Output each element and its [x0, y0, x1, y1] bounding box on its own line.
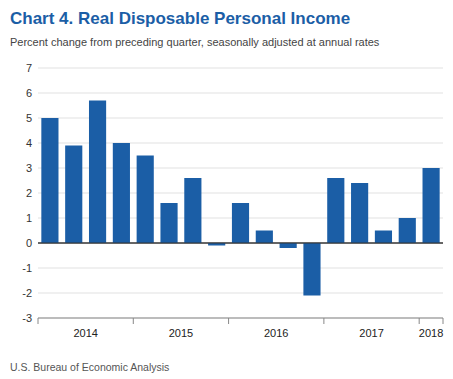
bar [375, 231, 392, 244]
y-tick-label: 4 [26, 137, 32, 149]
y-tick-label: 6 [26, 87, 32, 99]
grid-line [38, 293, 443, 294]
grid-line [38, 68, 443, 69]
bar [232, 203, 249, 243]
y-tick-label: 7 [26, 62, 32, 74]
chart: Chart 4. Real Disposable Personal Income… [0, 0, 453, 379]
zero-axis [38, 243, 443, 244]
bar [280, 243, 297, 248]
group-divider [133, 318, 134, 324]
grid [38, 68, 443, 318]
bar [423, 168, 440, 243]
bar [113, 143, 130, 243]
zero-line [38, 243, 443, 244]
y-tick-label: -2 [22, 287, 32, 299]
subtitle: Percent change from preceding quarter, s… [10, 36, 380, 48]
bar [137, 156, 154, 244]
footer: U.S. Bureau of Economic Analysis [10, 361, 169, 373]
x-tick-label: 2015 [169, 327, 193, 339]
y-tick-label: 3 [26, 162, 32, 174]
bar [327, 178, 344, 243]
bar [41, 118, 58, 243]
group-divider [228, 318, 229, 324]
group-divider [419, 318, 420, 324]
group-divider [323, 318, 324, 324]
grid-line [38, 318, 443, 319]
y-tick-label: 0 [26, 237, 32, 249]
y-tick-label: 2 [26, 187, 32, 199]
x-tick-label: 2016 [264, 327, 288, 339]
x-tick-label: 2018 [419, 327, 443, 339]
x-tick-label: 2017 [359, 327, 383, 339]
bar [399, 218, 416, 243]
y-tick-label: -3 [22, 312, 32, 324]
bar [65, 146, 82, 244]
bar [184, 178, 201, 243]
group-divider [443, 318, 444, 324]
y-tick-label: -1 [22, 262, 32, 274]
x-axis-line [38, 318, 443, 319]
grid-line [38, 268, 443, 269]
bar [256, 231, 273, 244]
bar [351, 183, 368, 243]
y-tick-label: 1 [26, 212, 32, 224]
group-divider [38, 318, 39, 324]
grid-line [38, 93, 443, 94]
x-tick-label: 2014 [73, 327, 97, 339]
y-tick-label: 5 [26, 112, 32, 124]
title: Chart 4. Real Disposable Personal Income [10, 9, 350, 28]
bar [303, 243, 320, 296]
bar [160, 203, 177, 243]
bar [89, 101, 106, 244]
bars [41, 101, 439, 296]
